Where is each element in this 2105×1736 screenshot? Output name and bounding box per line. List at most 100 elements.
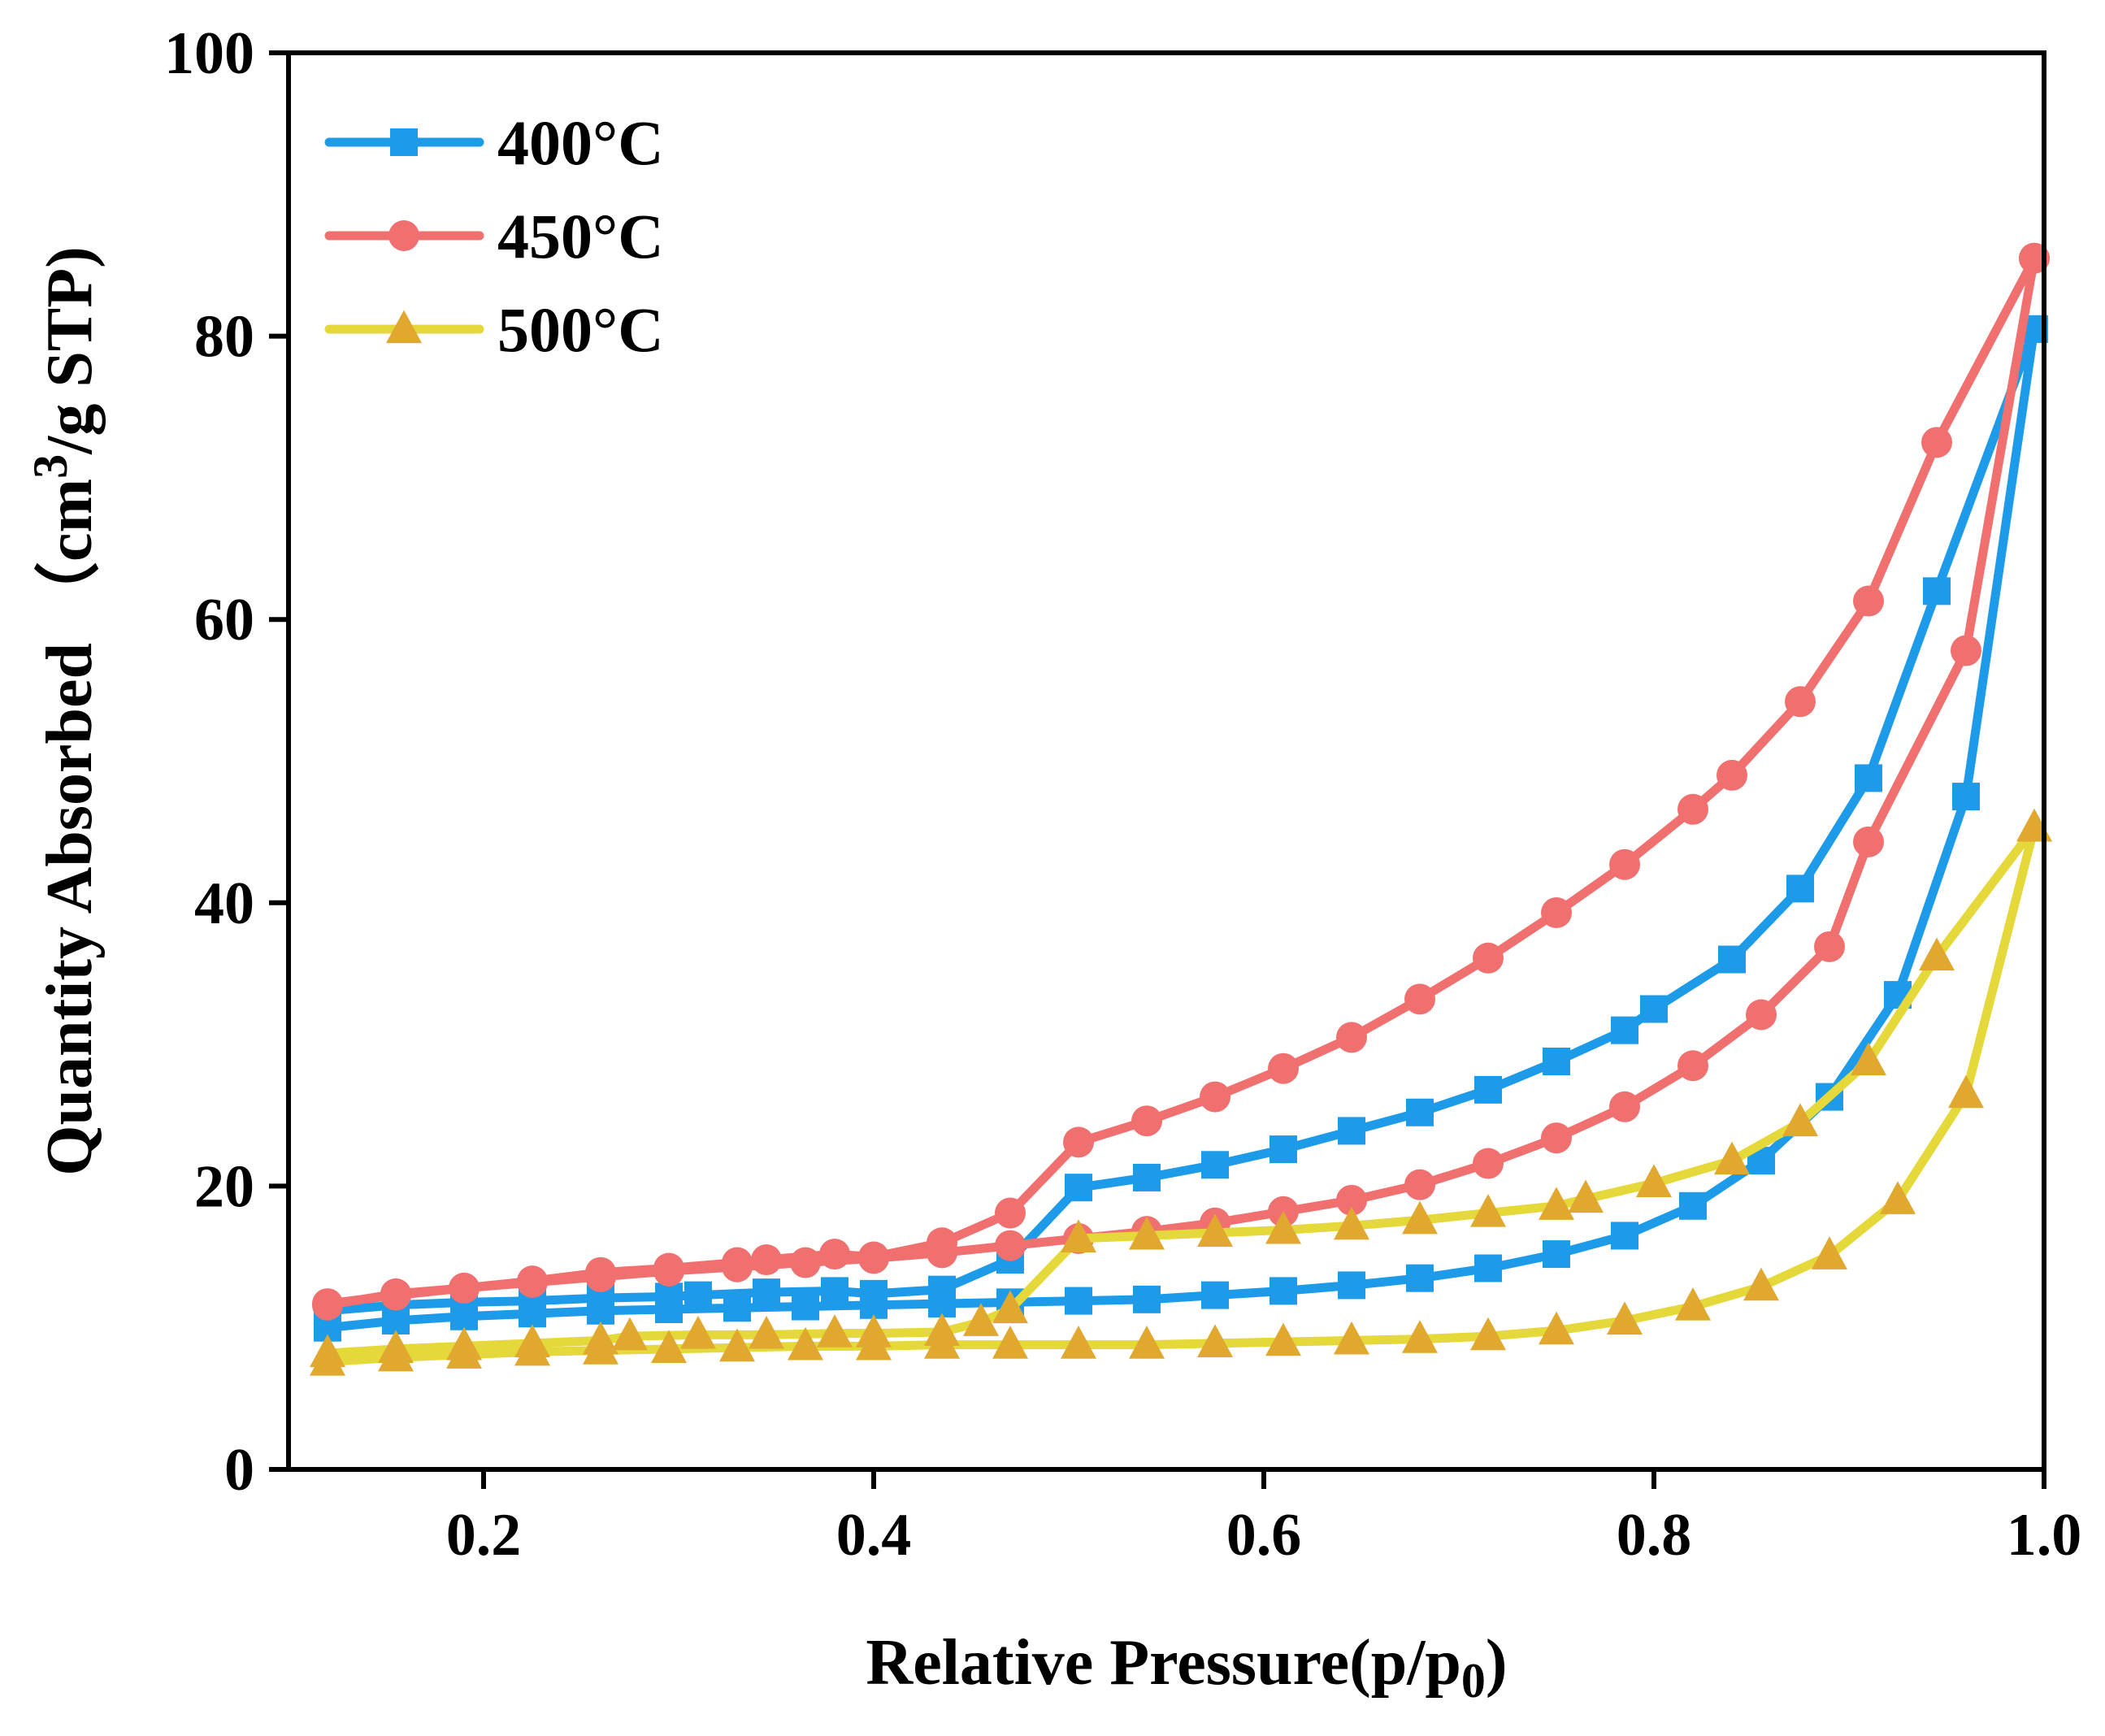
- data-point: [1334, 1206, 1369, 1240]
- y-tick-label: 60: [194, 587, 254, 653]
- data-point: [1855, 764, 1882, 792]
- data-point: [858, 1241, 889, 1273]
- data-point: [1338, 1271, 1365, 1300]
- legend-entry: 400°C: [324, 107, 664, 178]
- data-point: [1541, 897, 1572, 929]
- data-point: [1133, 1285, 1161, 1313]
- legend-label: 500°C: [497, 294, 664, 365]
- data-point: [1782, 1103, 1818, 1137]
- data-point: [1543, 1240, 1570, 1269]
- data-point: [792, 1292, 819, 1321]
- data-point: [753, 1278, 780, 1307]
- data-point: [1785, 686, 1816, 718]
- axes-layer: 0.2 0.4 0.6 0.8 1.0 0 20 40 60 80 100: [164, 20, 2081, 1569]
- data-point: [817, 1314, 853, 1348]
- data-point: [1952, 783, 1980, 811]
- x-tick-label: 1.0: [2007, 1502, 2082, 1569]
- data-point: [1609, 1091, 1640, 1122]
- data-point: [1880, 1181, 1916, 1214]
- legend-marker: [386, 310, 422, 344]
- data-point: [312, 1289, 343, 1321]
- data-point: [1336, 1184, 1367, 1216]
- x-tick-label: 0.6: [1226, 1502, 1302, 1569]
- data-point: [788, 1326, 823, 1361]
- data-point: [995, 1230, 1026, 1261]
- data-point: [1406, 1264, 1434, 1292]
- data-point: [1197, 1324, 1233, 1357]
- y-tick-label: 20: [194, 1153, 254, 1220]
- data-point: [1474, 1254, 1502, 1282]
- data-point: [722, 1247, 753, 1278]
- data-point: [1200, 1081, 1230, 1113]
- data-point: [819, 1239, 850, 1270]
- data-point: [749, 1315, 784, 1349]
- data-point: [992, 1290, 1028, 1324]
- x-tick-label: 0.4: [836, 1502, 912, 1569]
- legend-marker: [388, 220, 419, 251]
- data-point: [719, 1328, 755, 1362]
- data-point: [1607, 1301, 1643, 1335]
- x-axis-title: Relative Pressure(p/p0): [866, 1627, 1507, 1708]
- data-point: [821, 1277, 849, 1305]
- data-point: [1338, 1117, 1365, 1145]
- data-point: [1270, 1135, 1297, 1164]
- series-500°C: [310, 808, 2052, 1376]
- data-point: [585, 1256, 616, 1288]
- data-point: [1404, 1169, 1435, 1200]
- data-point: [1853, 585, 1884, 617]
- data-point: [1133, 1163, 1161, 1191]
- data-point: [1543, 1048, 1570, 1076]
- data-point: [992, 1326, 1028, 1359]
- data-point: [517, 1265, 548, 1297]
- data-point: [924, 1313, 960, 1347]
- data-point: [856, 1314, 892, 1348]
- series-layer: [310, 242, 2052, 1376]
- data-point: [1061, 1219, 1096, 1252]
- data-point: [928, 1275, 956, 1304]
- data-point: [1640, 995, 1668, 1023]
- data-point: [1851, 1042, 1886, 1076]
- data-point: [1061, 1326, 1096, 1359]
- data-point: [1406, 1098, 1434, 1126]
- legend-label: 400°C: [497, 107, 664, 178]
- data-point: [449, 1272, 480, 1304]
- data-point: [378, 1330, 414, 1363]
- data-point: [1853, 826, 1884, 857]
- y-axis-title: Quantity Absorbed （cm3/g STP): [24, 246, 106, 1175]
- data-point: [1611, 1016, 1638, 1044]
- data-point: [1265, 1322, 1301, 1356]
- series-line-desorption: [323, 822, 2039, 1358]
- data-point: [1473, 942, 1504, 974]
- data-point: [723, 1294, 751, 1322]
- data-point: [651, 1330, 687, 1363]
- data-point: [751, 1244, 782, 1276]
- data-point: [1609, 848, 1640, 880]
- data-point: [1129, 1216, 1165, 1250]
- data-point: [1541, 1122, 1572, 1154]
- data-point: [1718, 945, 1746, 974]
- data-point: [1948, 1074, 1984, 1109]
- data-point: [1746, 999, 1777, 1031]
- data-point: [680, 1315, 716, 1349]
- data-point: [1404, 983, 1435, 1015]
- y-tick-label: 40: [194, 870, 254, 937]
- data-point: [1675, 1287, 1711, 1321]
- data-point: [1197, 1213, 1233, 1248]
- data-point: [1568, 1179, 1604, 1213]
- series-400°C: [314, 315, 2048, 1342]
- data-point: [1919, 937, 1955, 971]
- data-point: [1063, 1126, 1094, 1158]
- plot-frame: [286, 50, 2046, 1472]
- data-point: [1270, 1277, 1297, 1305]
- data-point: [1923, 577, 1951, 605]
- data-point: [310, 1334, 345, 1368]
- data-point: [1679, 1191, 1707, 1220]
- data-point: [1812, 1236, 1847, 1269]
- data-point: [1201, 1281, 1229, 1309]
- x-tick-label: 0.8: [1617, 1502, 1692, 1569]
- data-point: [1131, 1105, 1162, 1137]
- data-point: [1636, 1164, 1672, 1198]
- x-tick-label: 0.2: [446, 1502, 522, 1569]
- data-point: [860, 1279, 888, 1308]
